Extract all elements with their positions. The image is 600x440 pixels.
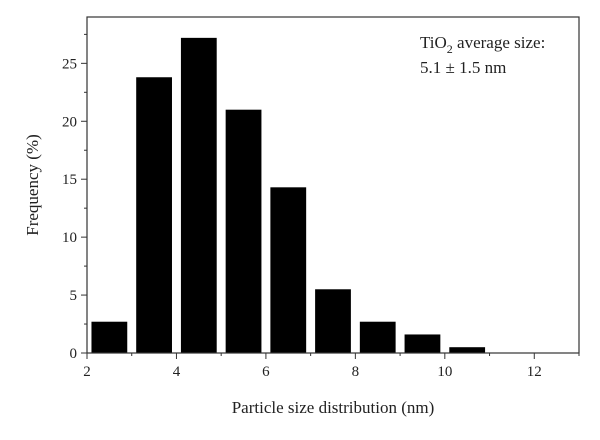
y-tick-label: 15 bbox=[62, 172, 77, 188]
y-tick-label: 20 bbox=[62, 114, 77, 130]
bar bbox=[180, 37, 217, 354]
x-tick-label: 6 bbox=[262, 364, 270, 380]
bar bbox=[270, 187, 307, 353]
bar bbox=[91, 321, 128, 353]
bar bbox=[225, 109, 262, 353]
bar bbox=[449, 347, 486, 353]
bars-group bbox=[91, 37, 486, 354]
bar bbox=[404, 334, 441, 353]
bar bbox=[359, 321, 396, 353]
x-tick-label: 10 bbox=[437, 364, 452, 380]
y-tick-label: 25 bbox=[62, 56, 77, 72]
axes-group bbox=[86, 16, 580, 354]
x-axis-label: Particle size distribution (nm) bbox=[232, 398, 435, 417]
annotation-suffix: average size: bbox=[453, 33, 546, 52]
y-tick-label: 0 bbox=[70, 346, 78, 362]
y-tick-label: 10 bbox=[62, 230, 77, 246]
annotation-line-1: TiO2 average size: bbox=[420, 33, 545, 56]
x-tick-label: 8 bbox=[352, 364, 360, 380]
x-tick-label: 2 bbox=[83, 364, 91, 380]
x-tick-label: 4 bbox=[173, 364, 181, 380]
x-ticks-group: 2 4 6 8 10 12 bbox=[83, 353, 580, 380]
bar bbox=[136, 77, 172, 353]
x-tick-label: 12 bbox=[527, 364, 542, 380]
y-ticks-group: 0 5 10 15 20 25 bbox=[62, 33, 87, 362]
annotation-subscript: 2 bbox=[447, 42, 453, 56]
annotation-prefix: TiO bbox=[420, 33, 447, 52]
bar bbox=[315, 289, 351, 353]
y-tick-label: 5 bbox=[70, 288, 78, 304]
plot-frame bbox=[86, 16, 580, 354]
y-axis-label: Frequency (%) bbox=[23, 134, 42, 236]
annotation-line-2: 5.1 ± 1.5 nm bbox=[420, 58, 506, 77]
